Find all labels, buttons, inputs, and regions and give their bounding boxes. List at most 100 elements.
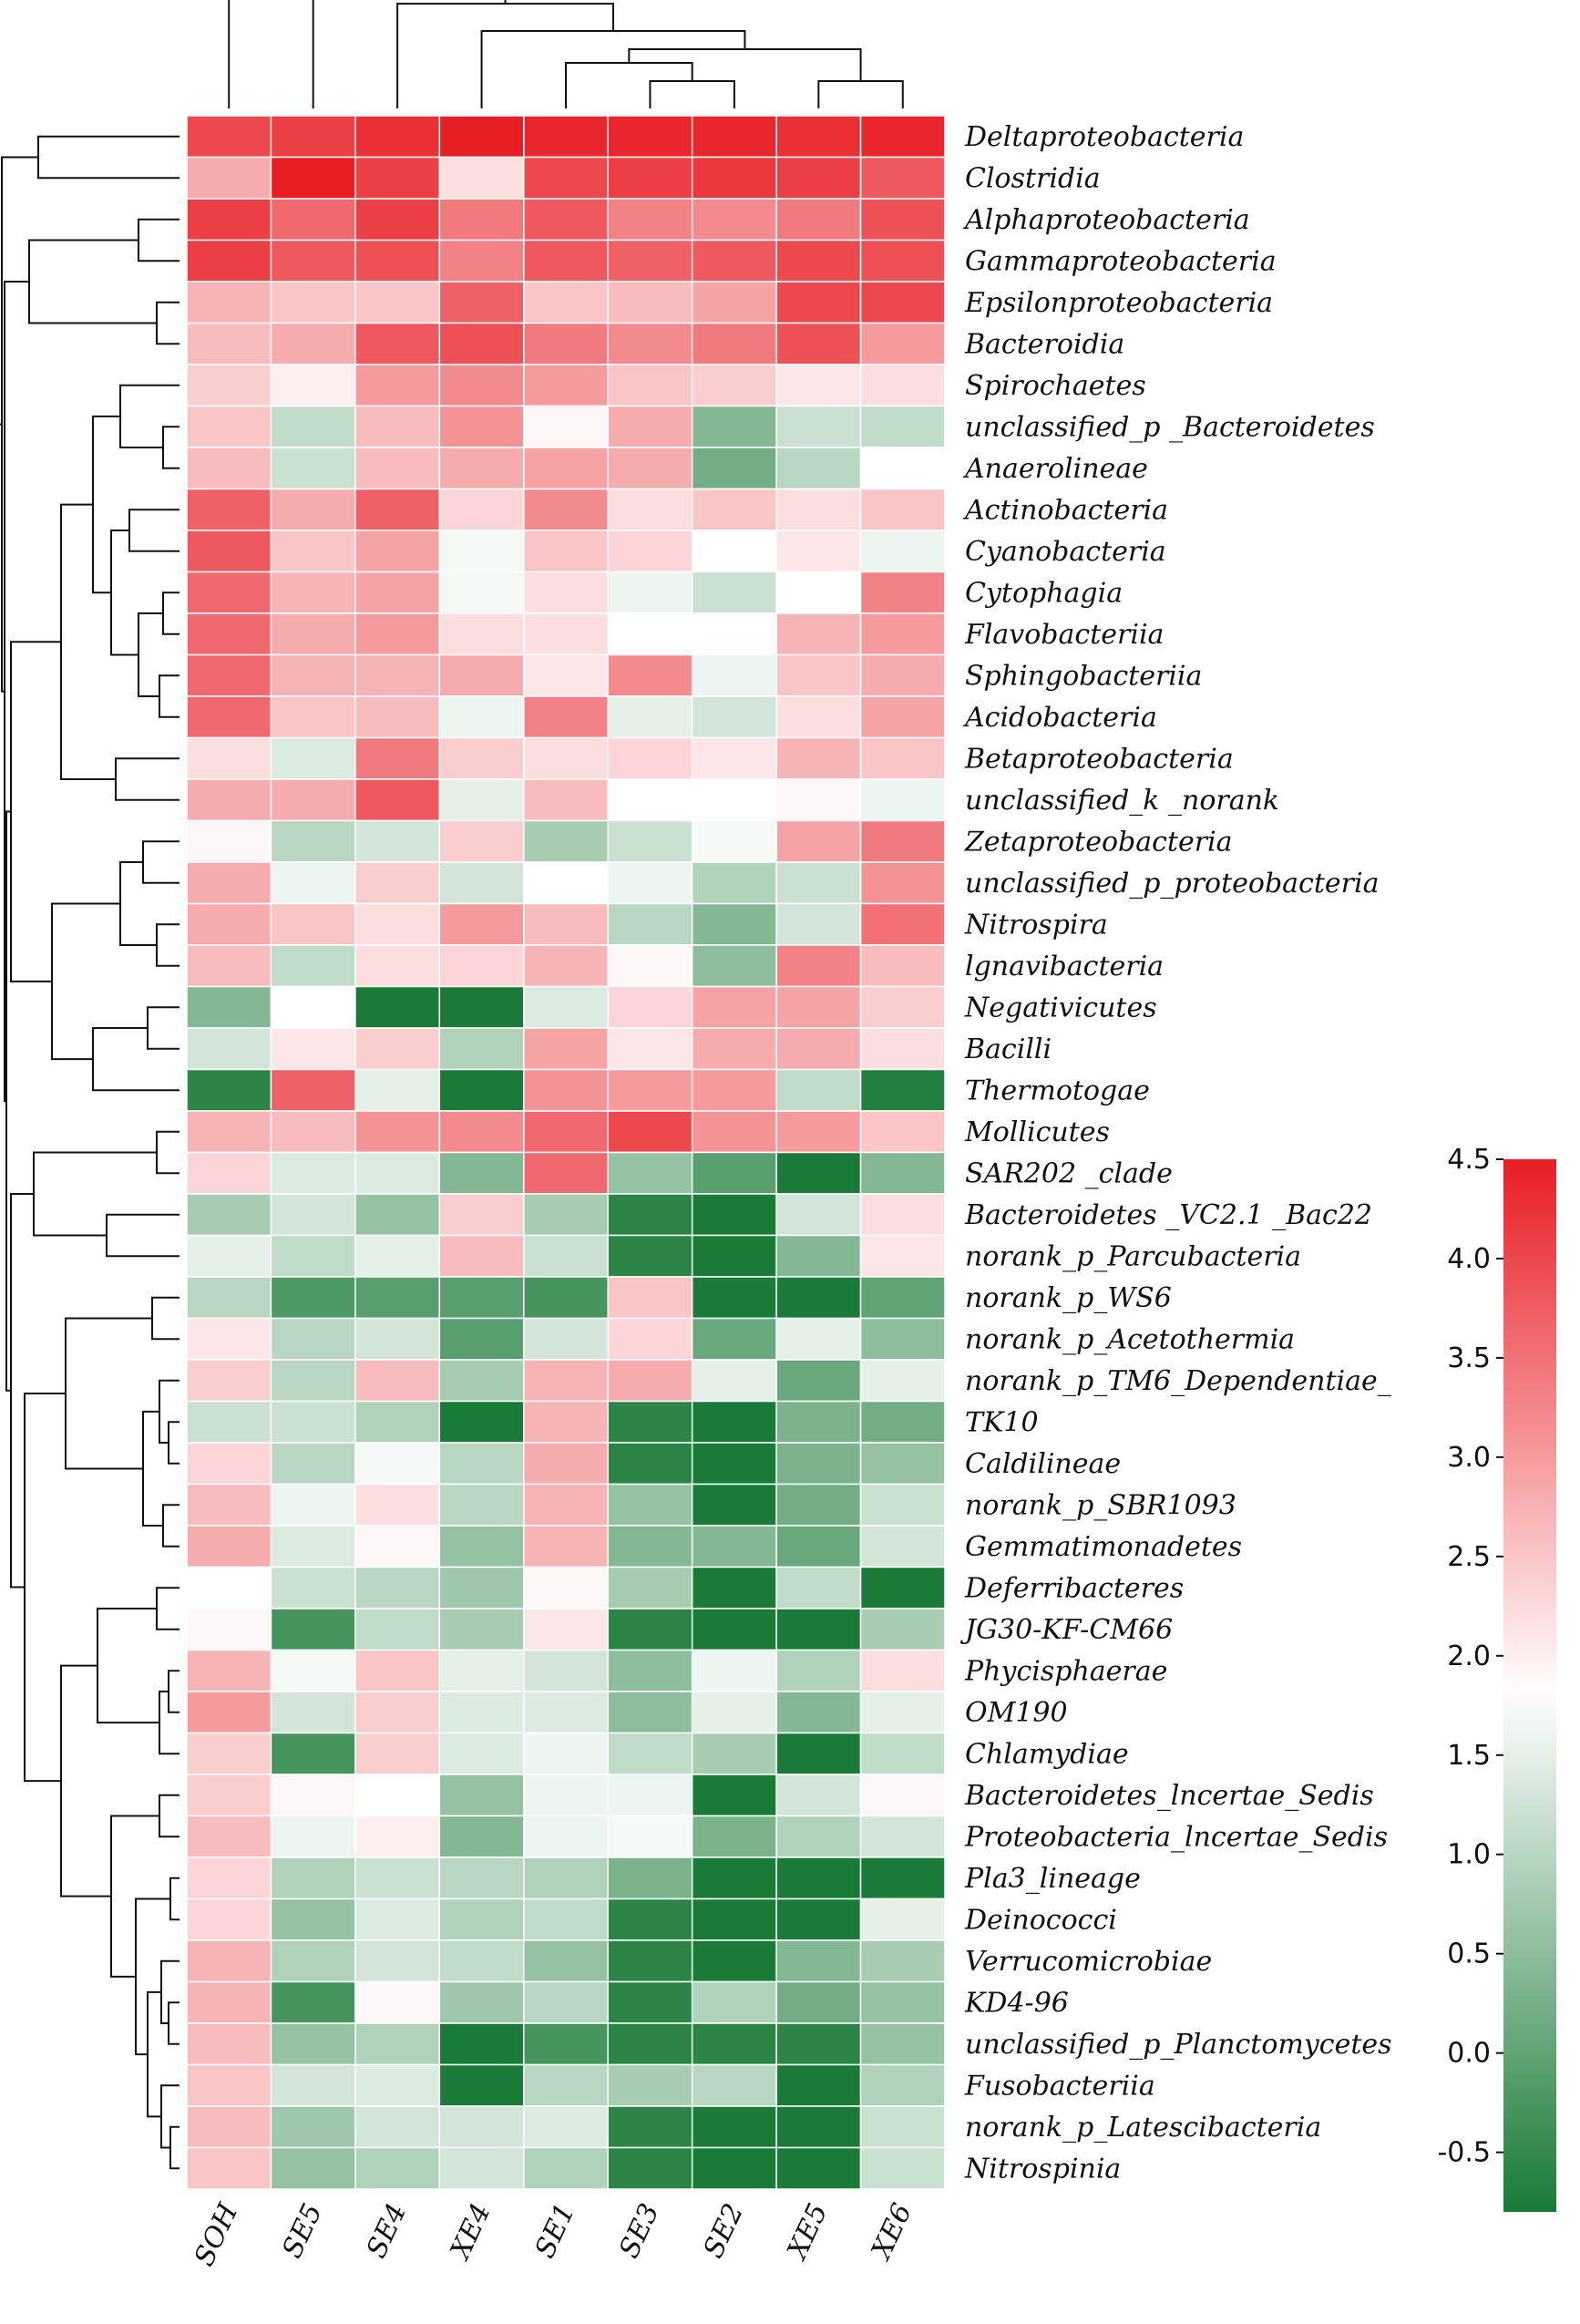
heatmap-cell bbox=[859, 778, 946, 822]
heatmap-cell bbox=[186, 1732, 272, 1775]
colorbar-tick-label: 1.5 bbox=[1447, 1740, 1491, 1772]
heatmap-cell bbox=[438, 1400, 525, 1444]
heatmap-cell bbox=[523, 1359, 609, 1403]
heatmap-cell bbox=[859, 2063, 946, 2107]
heatmap-cell bbox=[523, 1897, 609, 1941]
heatmap-cell bbox=[438, 405, 525, 448]
heatmap-cell bbox=[691, 1193, 777, 1237]
heatmap-cell bbox=[775, 447, 862, 490]
heatmap-cell bbox=[523, 1566, 609, 1609]
heatmap-cell bbox=[186, 2063, 272, 2107]
heatmap-cell bbox=[691, 156, 777, 200]
heatmap-cell bbox=[607, 1815, 693, 1858]
heatmap-cell bbox=[186, 1027, 272, 1071]
heatmap-cell bbox=[523, 612, 609, 656]
heatmap-cell bbox=[354, 1276, 441, 1320]
row-label: unclassified_k _norank bbox=[965, 785, 1279, 817]
dendrogram-branch bbox=[119, 384, 180, 448]
heatmap-cell bbox=[270, 2063, 356, 2107]
dendrogram-branch bbox=[396, 3, 614, 108]
heatmap-cell bbox=[270, 530, 356, 573]
row-label: Actinobacteria bbox=[962, 494, 1168, 526]
heatmap-cell bbox=[270, 1732, 356, 1775]
heatmap-cell bbox=[691, 1068, 777, 1112]
heatmap-cell bbox=[607, 1110, 693, 1154]
column-label: SE1 bbox=[529, 2199, 582, 2264]
heatmap-cell bbox=[775, 1525, 862, 1568]
row-label: Fusobacteriia bbox=[964, 2070, 1155, 2102]
heatmap-cell bbox=[354, 1856, 441, 1900]
heatmap-cell bbox=[775, 2105, 862, 2149]
heatmap-cell bbox=[859, 1815, 946, 1858]
heatmap-cell bbox=[691, 1151, 777, 1195]
heatmap-cell bbox=[691, 1608, 777, 1651]
heatmap-cell bbox=[270, 1276, 356, 1320]
heatmap-cell bbox=[186, 281, 272, 324]
heatmap-cell bbox=[270, 1980, 356, 2024]
heatmap-cell bbox=[607, 1317, 693, 1361]
heatmap-cell bbox=[859, 1151, 946, 1195]
heatmap-cell bbox=[523, 1400, 609, 1444]
heatmap-cell bbox=[354, 1897, 441, 1941]
heatmap-cell bbox=[523, 1691, 609, 1734]
heatmap-cell bbox=[186, 1400, 272, 1444]
heatmap-cell bbox=[523, 364, 609, 407]
heatmap-cell bbox=[438, 1815, 525, 1858]
heatmap-cell bbox=[270, 736, 356, 780]
heatmap-cell bbox=[691, 695, 777, 739]
heatmap-cell bbox=[270, 944, 356, 988]
heatmap-cell bbox=[270, 1856, 356, 1900]
heatmap-cell bbox=[607, 115, 693, 159]
heatmap-cell bbox=[186, 1897, 272, 1941]
heatmap-cell bbox=[607, 156, 693, 200]
heatmap-cell bbox=[775, 1939, 862, 1983]
row-label: JG30-KF-CM66 bbox=[959, 1614, 1173, 1646]
heatmap-cell bbox=[270, 1234, 356, 1278]
heatmap-cell bbox=[354, 281, 441, 324]
heatmap-cell bbox=[186, 1691, 272, 1734]
heatmap-cell bbox=[523, 1110, 609, 1154]
row-label: Deferribacteres bbox=[964, 1572, 1184, 1604]
heatmap-cell bbox=[438, 1525, 525, 1568]
heatmap-cell bbox=[354, 2146, 441, 2190]
row-label: Nitrospinia bbox=[964, 2153, 1121, 2185]
heatmap-cell bbox=[270, 1068, 356, 1112]
heatmap-cell bbox=[354, 944, 441, 988]
heatmap-cell bbox=[523, 405, 609, 448]
heatmap-cell bbox=[775, 1317, 862, 1361]
heatmap-cell bbox=[186, 612, 272, 656]
heatmap-cell bbox=[775, 198, 862, 242]
heatmap-cell bbox=[523, 1317, 609, 1361]
row-label: Phycisphaerae bbox=[964, 1655, 1167, 1687]
heatmap-cell bbox=[523, 1815, 609, 1858]
heatmap-cell bbox=[270, 778, 356, 822]
heatmap-cell bbox=[523, 530, 609, 573]
heatmap-cell bbox=[775, 1980, 862, 2024]
dendrogram-branch bbox=[159, 1794, 180, 1838]
heatmap-cell bbox=[859, 1400, 946, 1444]
heatmap-cell bbox=[186, 653, 272, 697]
heatmap-cell bbox=[859, 985, 946, 1029]
column-label: SE5 bbox=[276, 2199, 329, 2264]
heatmap-cell bbox=[607, 778, 693, 822]
heatmap-cell bbox=[438, 1691, 525, 1734]
heatmap-cell bbox=[859, 944, 946, 988]
dendrogram-branch bbox=[168, 2001, 180, 2045]
colorbar-gradient bbox=[1503, 1159, 1556, 2212]
heatmap-cell bbox=[859, 1856, 946, 1900]
heatmap-cell bbox=[607, 1359, 693, 1403]
heatmap-cell bbox=[775, 1027, 862, 1071]
heatmap-cell bbox=[775, 1483, 862, 1527]
column-dendrogram bbox=[228, 0, 904, 108]
heatmap-cell bbox=[691, 819, 777, 863]
row-label: norank_p_TM6_Dependentiae_ bbox=[965, 1365, 1391, 1397]
dendrogram-branch bbox=[51, 902, 120, 1061]
heatmap-cell bbox=[438, 2105, 525, 2149]
heatmap-cell bbox=[775, 405, 862, 448]
row-label: Clostridia bbox=[965, 162, 1101, 194]
heatmap-cell bbox=[691, 861, 777, 905]
heatmap-cell bbox=[270, 447, 356, 490]
heatmap-cell bbox=[691, 1649, 777, 1692]
heatmap-cell bbox=[270, 488, 356, 531]
heatmap-cell bbox=[775, 1815, 862, 1858]
